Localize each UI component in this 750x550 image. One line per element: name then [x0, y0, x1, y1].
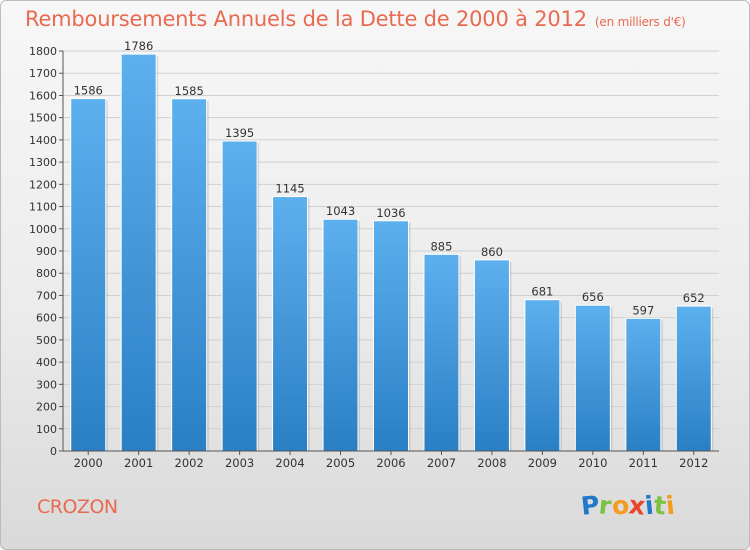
bar-value-label: 1786 [124, 39, 153, 53]
y-tick-label: 1100 [29, 201, 57, 214]
bar-2008 [473, 259, 510, 452]
logo-letter: i [664, 490, 676, 521]
bar-2012 [675, 305, 712, 452]
x-tick-label: 2009 [528, 456, 557, 470]
chart-title: Remboursements Annuels de la Dette de 20… [25, 7, 686, 31]
y-tick-label: 1300 [29, 156, 57, 169]
y-tick-label: 1500 [29, 112, 57, 125]
x-tick-label: 2005 [326, 456, 355, 470]
x-tick-label: 2004 [275, 456, 304, 470]
bar-2003 [221, 140, 258, 452]
x-tick-label: 2003 [225, 456, 254, 470]
bar-value-label: 681 [531, 285, 553, 299]
bar-layer: 1586 1786 1585 1395 1145 1043 1036 885 860 681 656… [70, 39, 714, 452]
y-tick-label: 500 [36, 334, 57, 347]
bar-value-label: 1585 [175, 84, 204, 98]
y-tick-label: 1000 [29, 223, 57, 236]
y-tick-label: 0 [50, 445, 57, 458]
bar-2001 [120, 53, 157, 452]
x-tick-label: 2001 [124, 456, 153, 470]
bar-2006 [373, 220, 409, 452]
bar-value-label: 1395 [225, 126, 254, 140]
bar-2010 [574, 304, 611, 452]
y-tick-label: 400 [36, 356, 57, 369]
bar-value-label: 597 [632, 303, 654, 317]
bar-2011 [625, 317, 662, 452]
commune-name: CROZON [37, 496, 118, 518]
y-tick-label: 1600 [29, 89, 57, 102]
axis-layer: 0 100 200 300 400 500 600 700 800 900 1000 1100 1200… [29, 45, 719, 470]
y-tick-label: 900 [36, 245, 57, 258]
bar-value-label: 860 [481, 245, 503, 259]
y-tick-label: 1800 [29, 45, 57, 58]
chart-unit: (en milliers d'€) [594, 15, 686, 29]
chart-title-text: Remboursements Annuels de la Dette de 20… [25, 7, 587, 31]
bar-value-label: 652 [683, 291, 705, 305]
bar-2005 [322, 218, 359, 452]
bar-value-label: 885 [430, 239, 452, 253]
y-tick-label: 800 [36, 267, 57, 280]
x-tick-label: 2010 [578, 456, 607, 470]
x-tick-label: 2002 [175, 456, 204, 470]
x-tick-label: 2006 [376, 456, 405, 470]
bar-value-label: 1043 [326, 204, 355, 218]
y-tick-label: 200 [36, 401, 57, 414]
y-tick-label: 300 [36, 378, 57, 391]
bar-value-label: 1145 [275, 182, 304, 196]
bar-value-label: 656 [582, 290, 604, 304]
x-tick-label: 2011 [629, 456, 658, 470]
y-tick-label: 1700 [29, 67, 57, 80]
x-tick-label: 2008 [477, 456, 506, 470]
y-tick-label: 100 [36, 423, 57, 436]
bar-2002 [171, 98, 208, 452]
bar-2004 [272, 196, 309, 452]
proxiti-logo: Proxiti [580, 490, 676, 521]
bar-2009 [524, 299, 561, 452]
bar-value-label: 1586 [74, 84, 103, 98]
x-tick-label: 2007 [427, 456, 456, 470]
y-tick-label: 600 [36, 312, 57, 325]
bar-value-label: 1036 [376, 206, 405, 220]
y-tick-label: 1400 [29, 134, 57, 147]
x-tick-label: 2012 [679, 456, 708, 470]
bar-2007 [423, 253, 460, 452]
y-tick-label: 1200 [29, 178, 57, 191]
y-tick-label: 700 [36, 289, 57, 302]
x-tick-label: 2000 [74, 456, 103, 470]
bar-2000 [70, 98, 107, 452]
